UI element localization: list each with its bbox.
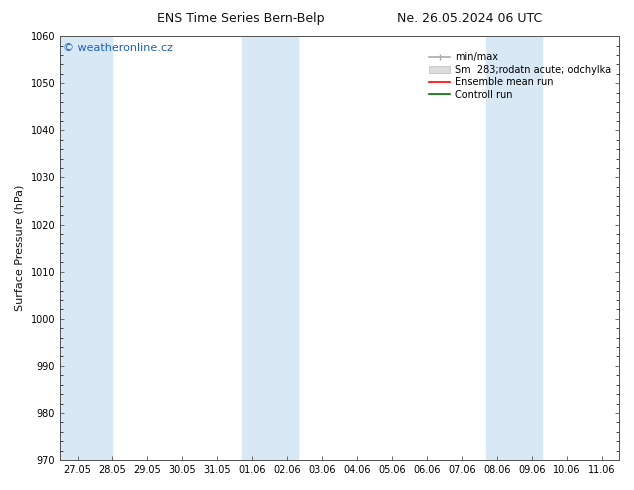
Text: © weatheronline.cz: © weatheronline.cz	[63, 43, 172, 52]
Bar	[60, 36, 112, 460]
Bar	[486, 36, 542, 460]
Bar	[242, 36, 297, 460]
Text: ENS Time Series Bern-Belp: ENS Time Series Bern-Belp	[157, 12, 325, 25]
Y-axis label: Surface Pressure (hPa): Surface Pressure (hPa)	[15, 185, 25, 311]
Legend: min/max, Sm  283;rodatn acute; odchylka, Ensemble mean run, Controll run: min/max, Sm 283;rodatn acute; odchylka, …	[426, 49, 614, 102]
Text: Ne. 26.05.2024 06 UTC: Ne. 26.05.2024 06 UTC	[396, 12, 542, 25]
